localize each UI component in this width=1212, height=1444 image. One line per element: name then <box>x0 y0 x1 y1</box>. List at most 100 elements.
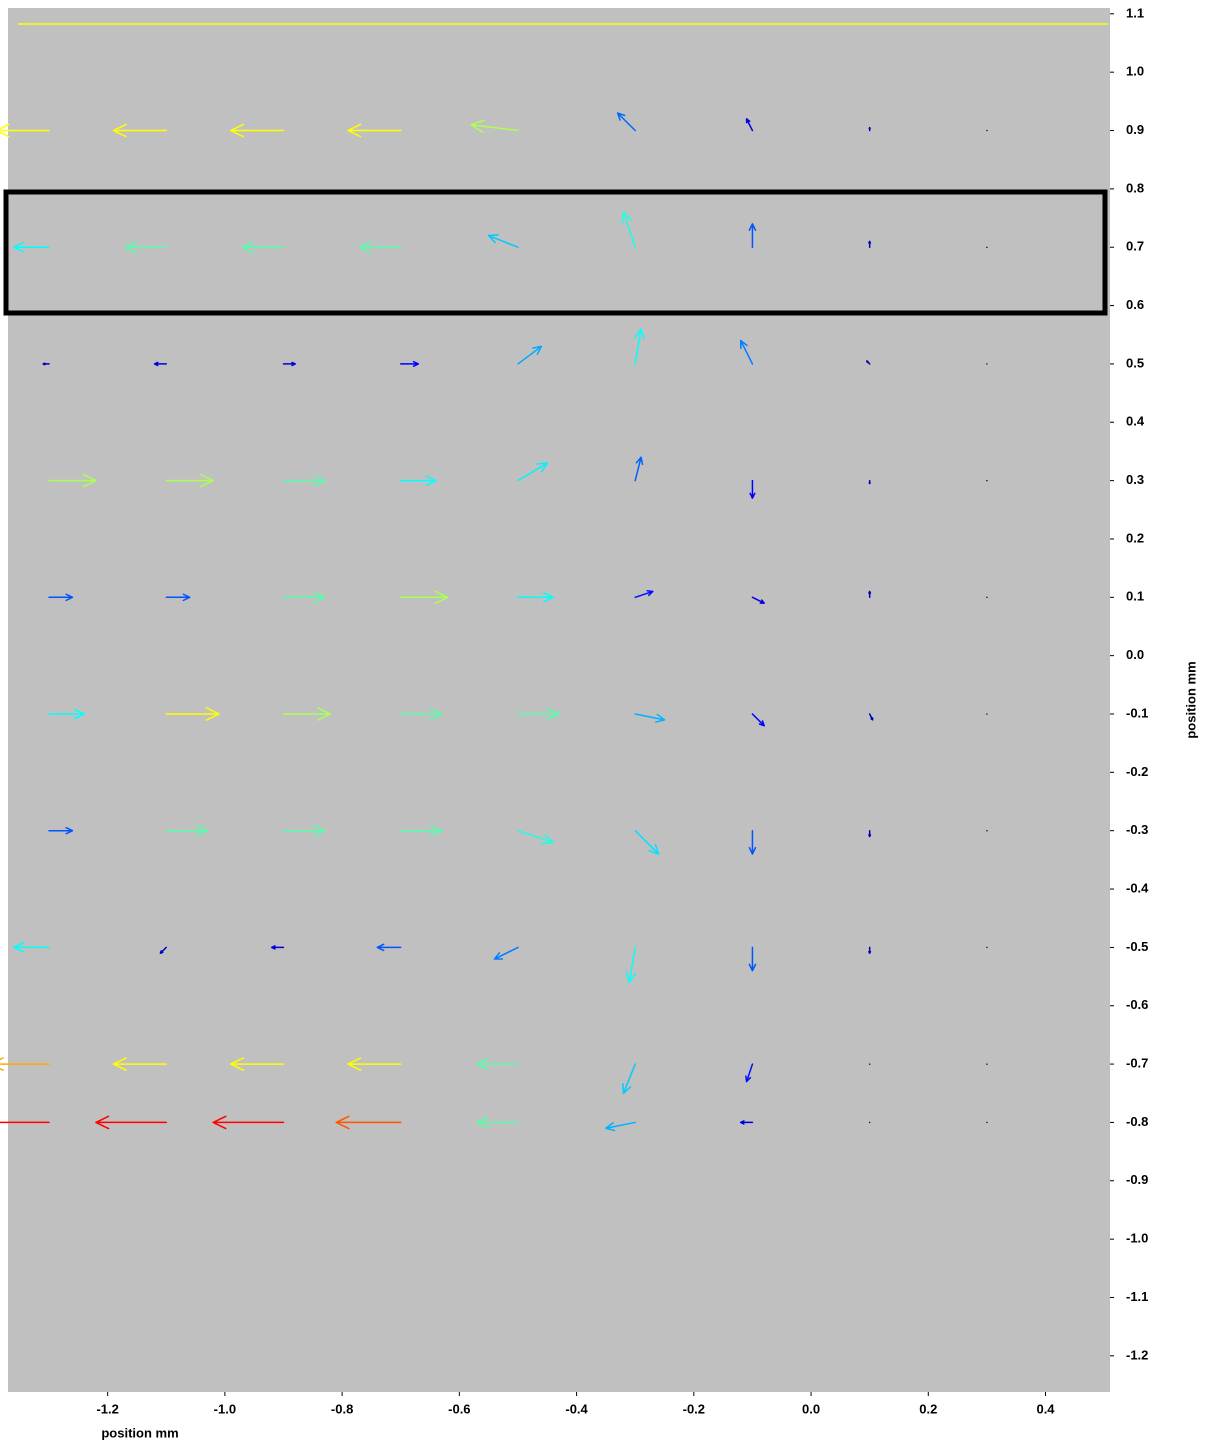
arrow <box>165 707 220 721</box>
arrow <box>124 241 168 254</box>
arrow <box>42 362 50 366</box>
arrow <box>634 456 644 482</box>
arrow <box>48 826 74 835</box>
x-tick-label: -0.4 <box>565 1401 588 1416</box>
arrow <box>95 1115 168 1130</box>
arrow <box>476 1116 519 1129</box>
y-tick-label: 1.0 <box>1126 64 1144 79</box>
x-tick-label: -1.0 <box>214 1401 236 1416</box>
y-tick-label: 0.8 <box>1126 180 1144 195</box>
y-tick-label: 1.1 <box>1126 5 1144 20</box>
vector-field <box>0 112 988 1132</box>
y-tick-label: -0.6 <box>1126 997 1148 1012</box>
arrow <box>621 211 636 248</box>
arrow <box>48 708 85 720</box>
arrow <box>865 360 871 365</box>
plot-area <box>8 8 1110 1392</box>
arrow <box>634 590 654 599</box>
region-box <box>3 189 1108 316</box>
arrow <box>745 1063 754 1083</box>
arrow <box>487 234 519 248</box>
x-tick-label: 0.2 <box>919 1401 937 1416</box>
arrow <box>517 707 560 721</box>
arrow <box>517 591 554 603</box>
x-tick-label: 0.4 <box>1036 1401 1055 1416</box>
y-tick-label: -0.9 <box>1126 1172 1148 1187</box>
y-tick-label: -0.4 <box>1126 880 1149 895</box>
arrow <box>13 241 50 253</box>
arrow <box>13 942 50 953</box>
arrow <box>868 126 871 132</box>
arrow <box>399 360 420 367</box>
arrow <box>229 1057 285 1071</box>
y-tick-label: -0.8 <box>1126 1114 1148 1129</box>
arrow <box>493 946 519 960</box>
arrow <box>347 1057 402 1071</box>
arrow <box>399 590 449 605</box>
arrow <box>399 707 443 721</box>
arrow <box>376 943 402 952</box>
arrow <box>159 946 168 954</box>
arrow <box>868 240 872 248</box>
arrow <box>745 118 754 132</box>
arrow <box>282 824 326 837</box>
x-axis-label: position mm <box>101 1425 178 1440</box>
x-tick-label: -1.2 <box>96 1401 118 1416</box>
y-tick-label: 0.7 <box>1126 239 1144 254</box>
y-axis-label: position mm <box>1183 661 1198 738</box>
y-tick-label: 0.2 <box>1126 530 1144 545</box>
arrow <box>212 1115 285 1130</box>
x-tick-label: -0.2 <box>683 1401 705 1416</box>
arrow <box>282 707 332 721</box>
arrow <box>165 473 214 488</box>
arrow <box>165 824 209 837</box>
arrow <box>751 596 765 604</box>
arrow <box>616 112 636 132</box>
y-tick-label: -0.1 <box>1126 705 1148 720</box>
arrow <box>748 946 757 972</box>
arrow <box>399 824 443 837</box>
arrow <box>622 1063 636 1095</box>
arrow <box>739 339 754 365</box>
arrow <box>476 1057 519 1071</box>
arrow <box>517 345 543 365</box>
arrow <box>634 713 666 723</box>
arrow <box>358 241 402 254</box>
arrow <box>271 945 285 950</box>
y-tick-label: -0.3 <box>1126 822 1148 837</box>
arrow <box>751 713 765 727</box>
arrow <box>282 474 326 487</box>
arrow <box>868 479 871 485</box>
arrow <box>748 223 757 248</box>
arrow <box>0 123 50 138</box>
arrow <box>868 713 874 721</box>
y-tick-label: 0.4 <box>1126 414 1145 429</box>
arrow <box>241 241 285 254</box>
y-tick-label: -0.5 <box>1126 939 1148 954</box>
y-tick-label: -1.0 <box>1126 1231 1148 1246</box>
arrow <box>48 473 97 488</box>
y-tick-label: -1.2 <box>1126 1347 1148 1362</box>
arrow <box>868 590 872 599</box>
arrow <box>229 123 285 138</box>
arrow <box>517 462 549 482</box>
arrow <box>634 328 645 365</box>
y-tick-label: 0.1 <box>1126 589 1144 604</box>
arrow <box>739 1120 754 1125</box>
arrow <box>0 1121 50 1124</box>
arrow <box>634 829 660 855</box>
arrow <box>868 829 872 838</box>
x-tick-label: -0.8 <box>331 1401 353 1416</box>
arrow <box>0 1057 50 1071</box>
arrow <box>153 361 168 367</box>
x-tick-label: 0.0 <box>802 1401 820 1416</box>
y-tick-label: 0.0 <box>1126 647 1144 662</box>
y-tick-label: -1.1 <box>1126 1289 1148 1304</box>
arrow <box>868 946 872 954</box>
y-tick-label: 0.6 <box>1126 297 1144 312</box>
y-tick-label: 0.9 <box>1126 122 1144 137</box>
y-tick-label: -0.7 <box>1126 1056 1148 1071</box>
x-tick-label: -0.6 <box>448 1401 470 1416</box>
arrow <box>165 593 191 602</box>
arrow <box>112 1057 168 1071</box>
